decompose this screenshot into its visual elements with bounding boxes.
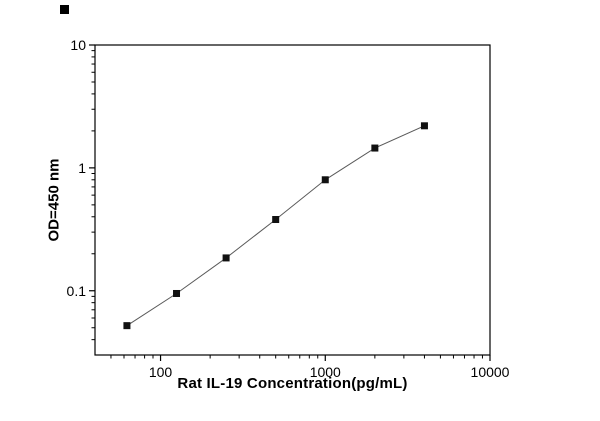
x-axis-label: Rat IL-19 Concentration(pg/mL) bbox=[177, 375, 408, 392]
x-tick-label: 1000 bbox=[310, 364, 341, 380]
x-tick-label: 10000 bbox=[471, 364, 510, 380]
x-tick-label: 100 bbox=[149, 364, 173, 380]
legend-marker-icon bbox=[60, 5, 69, 14]
y-tick-label: 1 bbox=[78, 160, 86, 176]
data-point bbox=[321, 176, 329, 184]
data-point bbox=[123, 322, 131, 330]
plot-frame bbox=[94, 44, 491, 356]
data-point bbox=[371, 144, 379, 152]
series-line bbox=[126, 125, 425, 327]
y-axis-label: OD=450 nm bbox=[45, 158, 63, 242]
data-point bbox=[173, 289, 181, 297]
y-tick-label: 0.1 bbox=[67, 283, 87, 299]
data-point bbox=[420, 122, 428, 130]
data-point bbox=[222, 254, 230, 262]
data-point bbox=[272, 216, 280, 224]
y-tick-label: 10 bbox=[70, 37, 86, 53]
